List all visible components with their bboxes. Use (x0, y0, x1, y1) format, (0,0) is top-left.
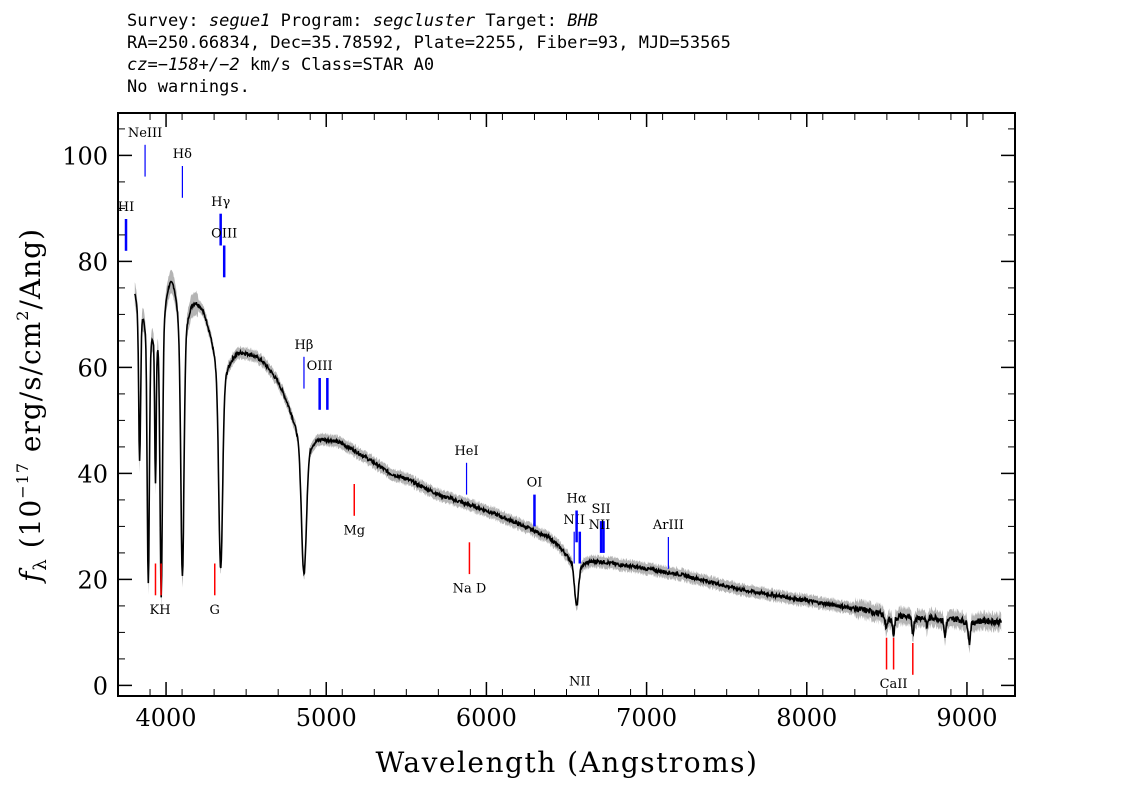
emission-line-label: Hα (567, 492, 587, 507)
survey-value: segue1 (208, 11, 271, 31)
x-tick-label: 9000 (936, 704, 997, 732)
spectrum-header: Survey: segue1 Program: segcluster Targe… (127, 10, 731, 98)
emission-line-label: NII (569, 674, 591, 689)
x-tick-label: 6000 (456, 704, 517, 732)
emission-line-label: Hβ (295, 338, 314, 353)
absorption-line-label: Mg (343, 523, 365, 538)
header-line-coordinates: RA=250.66834, Dec=35.78592, Plate=2255, … (127, 33, 731, 53)
header-line-redshift: cz=−158+/−2 km/s Class=STAR A0 (127, 55, 435, 75)
emission-line-label: OIII (307, 359, 333, 374)
x-tick-label: 8000 (776, 704, 837, 732)
emission-line-label: HeI (454, 444, 478, 459)
y-tick-label: 40 (77, 460, 108, 488)
program-value: segcluster (372, 11, 476, 31)
emission-line-label: NeIII (128, 126, 162, 141)
emission-line-label: OI (527, 476, 543, 491)
x-axis-title: Wavelength (Angstroms) (376, 746, 759, 779)
y-axis-title: fλ (10−17 erg/s/cm2/Ang) (13, 228, 51, 584)
absorption-line-label: G (210, 603, 220, 618)
absorption-line-label: KH (150, 603, 171, 618)
emission-line-label: Hγ (211, 195, 230, 210)
axis-ticks: 4000 5000 6000 7000 8000 9000 0 20 40 60 80 100 (62, 113, 1016, 732)
flux-error-band (134, 269, 1002, 654)
emission-line-label: NII (589, 518, 611, 533)
header-line-warnings: No warnings. (127, 77, 250, 97)
flux-line (134, 280, 1002, 646)
emission-line-label: HI (118, 200, 134, 215)
target-value: BHB (567, 11, 598, 31)
spectrum-curves (134, 269, 1002, 654)
y-tick-label: 20 (77, 566, 108, 594)
emission-line-label: SII (592, 502, 611, 517)
y-tick-label: 60 (77, 354, 108, 382)
x-tick-label: 4000 (136, 704, 197, 732)
emission-line-label: Hδ (173, 147, 192, 162)
y-tick-label: 100 (62, 142, 108, 170)
header-line-survey: Survey: segue1 Program: segcluster Targe… (127, 11, 598, 31)
absorption-line-label: Na D (453, 582, 487, 597)
x-tick-label: 7000 (616, 704, 677, 732)
emission-line-label: ArIII (652, 518, 684, 533)
absorption-line-label: CaII (880, 677, 908, 692)
y-tick-label: 80 (77, 248, 108, 276)
cz-value: −158+/−2 (157, 55, 240, 75)
emission-line-label: OIII (211, 227, 237, 242)
emission-line-label: NII (563, 513, 585, 528)
line-markers: HINeIIIHδHγOIIIHβOIIIHeIOINIIHαNIISIINII… (118, 126, 914, 692)
x-tick-label: 5000 (296, 704, 357, 732)
y-tick-label: 0 (93, 672, 108, 700)
